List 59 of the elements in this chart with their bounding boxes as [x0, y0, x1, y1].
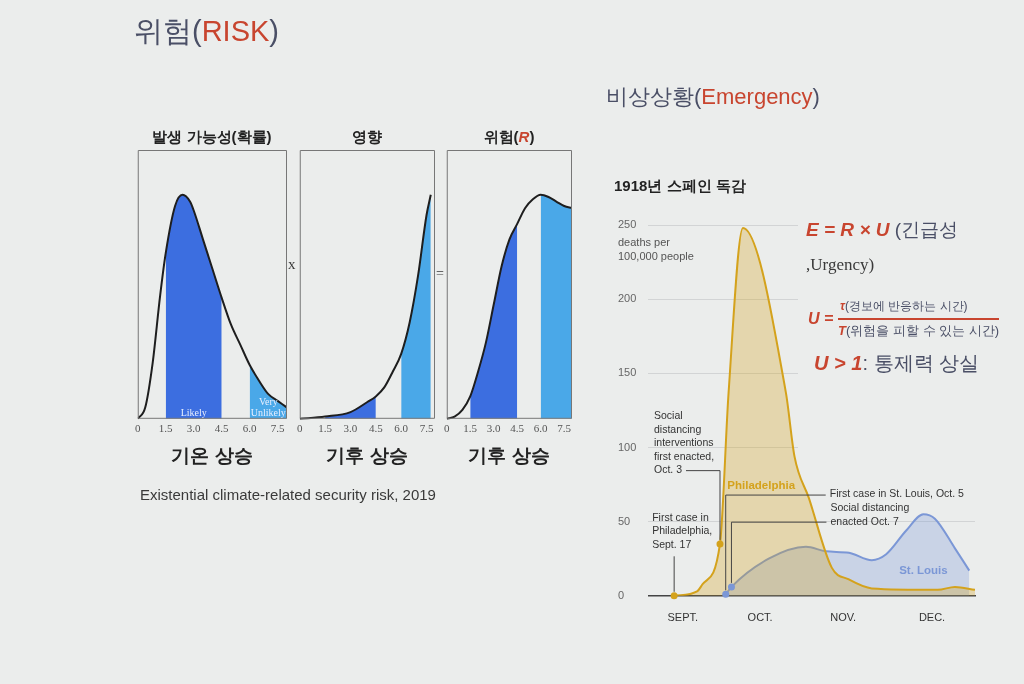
x-tick-label: DEC.	[918, 611, 946, 624]
chart-title: 위험(R)	[483, 128, 535, 145]
text: 위험(RISK)	[134, 15, 280, 47]
y-axis-title: deaths per 100,000 people	[618, 235, 694, 262]
x-tick-label: 3.0	[186, 422, 202, 435]
x-axis-title: 기온 상승	[170, 444, 254, 468]
x-axis-title: 기후 상승	[467, 444, 551, 468]
annotation: τ(경보에 반응하는 시간)	[840, 299, 968, 313]
series-label: Philadelphia	[727, 478, 796, 491]
point	[716, 540, 724, 548]
text: Existential climate-related security risk, 2019	[140, 486, 436, 504]
annotation: ,Urgency)	[806, 255, 875, 275]
x-tick-label: 1.5	[463, 422, 478, 435]
x-tick-label: 7.5	[557, 422, 572, 435]
x-tick-label: 4.5	[510, 422, 525, 435]
text: 비상상황(Emergency)	[606, 84, 820, 109]
y-tick-label: 250	[618, 218, 637, 231]
annotation: T(위험을 피할 수 있는 시간)	[838, 323, 1000, 338]
annotation: E = R × U (긴급성	[806, 219, 959, 240]
x-tick-label: 0	[135, 422, 141, 435]
x-tick-label: 6.0	[533, 422, 549, 435]
annotation: U > 1: 통제력 상실	[814, 352, 980, 374]
x-tick-label: 4.5	[214, 422, 230, 435]
annotation: First case in Philadelphia, Sept. 17	[652, 510, 713, 550]
series-label: Likely	[180, 406, 207, 418]
series-label: St. Louis	[899, 564, 948, 577]
x-axis-title: 기후 상승	[325, 444, 409, 468]
x-tick-label: 3.0	[486, 422, 502, 435]
chart-title: 발생 가능성(확률)	[152, 128, 272, 145]
y-tick-label: 150	[618, 366, 637, 379]
annotation: First case in St. Louis, Oct. 5	[829, 487, 965, 500]
x-tick-label: 7.5	[270, 422, 286, 435]
text: =	[436, 266, 444, 283]
x-tick-label: 1.5	[158, 422, 174, 435]
chart-title: 1918년 스페인 독감	[613, 176, 747, 196]
x-tick-label: OCT.	[747, 611, 773, 624]
chart-title: 영향	[352, 128, 382, 145]
y-tick-label: 0	[618, 588, 625, 601]
y-tick-label: 200	[618, 292, 637, 305]
x-tick-label: SEPT.	[667, 611, 699, 624]
y-tick-label: 50	[618, 514, 631, 527]
annotation: Social distancing enacted Oct. 7	[830, 501, 910, 527]
x-tick-label: NOV.	[830, 611, 857, 624]
x-tick-label: 3.0	[343, 422, 358, 435]
text: x	[288, 256, 296, 274]
x-tick-label: 0	[444, 422, 450, 435]
annotation: Social distancing interventions first enacted, Oct. 3	[653, 409, 715, 476]
series-label: Very Unlikely	[250, 395, 286, 418]
x-tick-label: 6.0	[242, 422, 258, 435]
x-tick-label: 1.5	[318, 422, 333, 435]
x-tick-label: 4.5	[368, 422, 384, 435]
y-tick-label: 100	[618, 440, 637, 453]
x-tick-label: 7.5	[419, 422, 434, 435]
x-tick-label: 6.0	[394, 422, 409, 435]
point	[727, 583, 735, 591]
point	[670, 592, 678, 600]
annotation: U =	[808, 310, 834, 327]
x-tick-label: 0	[297, 422, 303, 435]
point	[722, 590, 730, 598]
